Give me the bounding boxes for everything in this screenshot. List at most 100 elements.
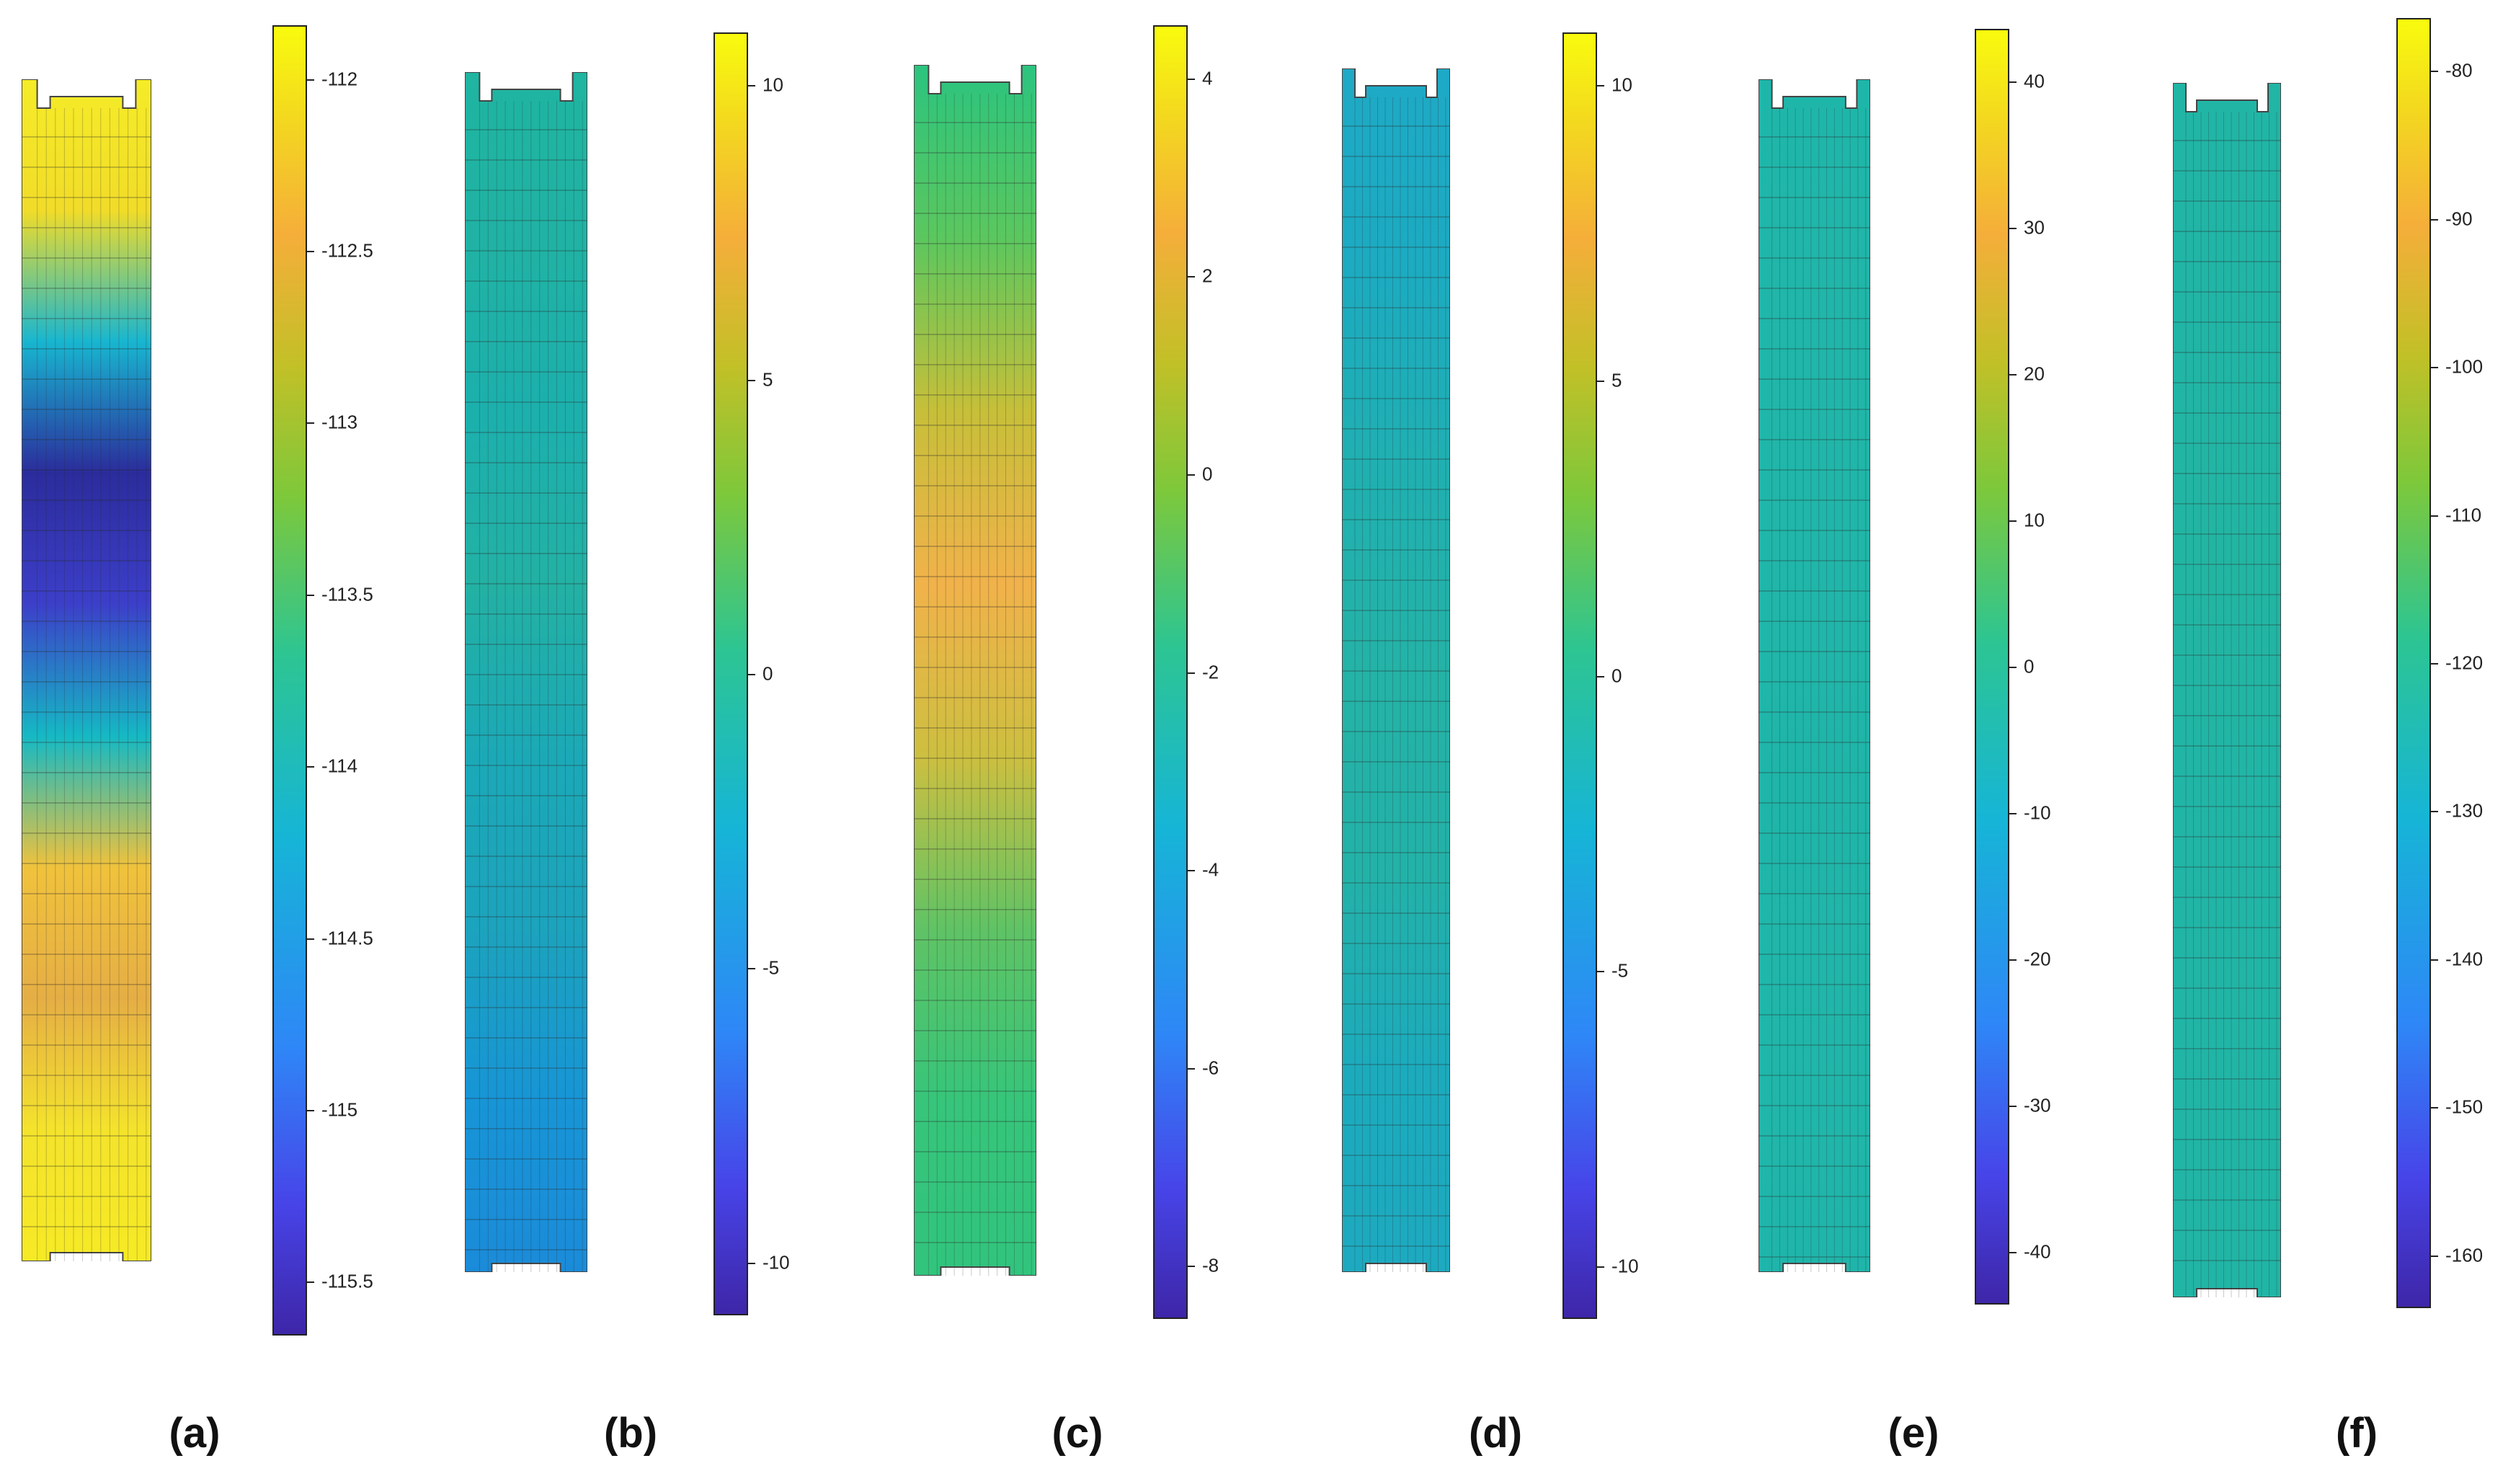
colorbar-tick: [1596, 380, 1604, 382]
colorbar-tick: [2008, 81, 2017, 83]
colorbar-tick-label: -100: [2445, 355, 2484, 378]
colorbar-tick-label: -112: [321, 68, 358, 90]
colorbar-tick: [306, 1110, 314, 1112]
colorbar-tick: [2429, 71, 2438, 73]
colorbar-tick: [747, 968, 755, 970]
colorbar-tick: [306, 766, 314, 768]
colorbar-tick: [2008, 667, 2017, 668]
colorbar-tick: [2429, 959, 2438, 961]
colorbar-tick: [1186, 276, 1195, 278]
colorbar-tick-label: -112.5: [321, 239, 373, 262]
colorbar-tick: [747, 85, 755, 87]
colorbar-tick: [2008, 373, 2017, 376]
colorbar-tick-label: 10: [763, 74, 783, 96]
colorbar-tick: [1186, 78, 1195, 80]
column-plot-f: [2173, 83, 2281, 1297]
colorbar-tick: [1186, 1067, 1195, 1070]
colorbar-tick-label: 10: [2024, 509, 2045, 531]
panel-label-e: (e): [1888, 1410, 1939, 1457]
panel-label-c: (c): [1052, 1410, 1103, 1457]
colorbar-tick-label: -113: [321, 411, 358, 433]
panel-label-b: (b): [603, 1410, 658, 1457]
colorbar-tick: [2429, 218, 2438, 221]
column-plot-e: [1759, 79, 1870, 1272]
colorbar-tick-label: -114: [321, 755, 358, 777]
colorbar-tick-label: -30: [2024, 1094, 2051, 1116]
panel-label-a: (a): [169, 1410, 221, 1457]
colorbar-tick: [1186, 1266, 1195, 1268]
colorbar-tick: [2008, 1252, 2017, 1254]
colorbar-tick-label: -113.5: [321, 583, 373, 605]
colorbar-tick: [2429, 811, 2438, 813]
colorbar-tick-label: 2: [1202, 265, 1213, 287]
colorbar-tick-label: 0: [2024, 655, 2035, 677]
colorbar-tick: [1596, 1266, 1604, 1268]
colorbar-tick-label: 5: [763, 368, 773, 391]
colorbar-tick-label: -5: [763, 956, 780, 979]
column-surface: [465, 72, 587, 1272]
colorbar-tick: [306, 79, 314, 81]
colorbar-tick-label: -120: [2445, 652, 2484, 674]
colorbar-tick-label: -10: [2024, 801, 2051, 824]
column-surface: [22, 79, 151, 1261]
column-plot-c: [914, 65, 1036, 1276]
colorbar-tick-label: -10: [763, 1251, 790, 1274]
colorbar-tick-label: 5: [1611, 369, 1622, 391]
colorbar-tick: [1596, 85, 1604, 87]
colorbar-tick: [747, 379, 755, 381]
colorbar-tick-label: -4: [1202, 858, 1219, 881]
colorbar-tick: [1596, 971, 1604, 973]
colorbar-tick-label: -90: [2445, 208, 2473, 230]
colorbar-tick: [306, 250, 314, 252]
colorbar-d: 10 5 0 -5 -10: [1562, 32, 1639, 1319]
column-surface: [1759, 79, 1870, 1272]
colorbar-tick-label: 0: [1611, 665, 1622, 686]
colorbar-tick: [2008, 520, 2017, 522]
colorbar-tick-label: -8: [1202, 1254, 1219, 1276]
colorbar-tick: [2008, 959, 2017, 961]
colorbar-tick-label: 20: [2024, 363, 2045, 385]
colorbar-tick: [1186, 870, 1195, 872]
column-plot-a: [22, 79, 151, 1261]
colorbar-tick-label: -2: [1202, 661, 1219, 683]
colorbar-tick-label: 4: [1202, 67, 1213, 89]
colorbar-tick: [1186, 672, 1195, 674]
colorbar-tick-label: -110: [2445, 504, 2482, 526]
colorbar-tick: [747, 1262, 755, 1264]
colorbar-tick: [1186, 474, 1195, 476]
column-surface: [914, 65, 1036, 1276]
colorbar-tick: [306, 1281, 314, 1284]
panel-label-d: (d): [1468, 1410, 1523, 1457]
colorbar-tick-label: 10: [1611, 74, 1632, 96]
colorbar-tick-label: -80: [2445, 59, 2473, 81]
column-surface: [1342, 68, 1450, 1272]
colorbar-tick-label: -114.5: [321, 927, 373, 949]
colorbar-tick-label: -20: [2024, 948, 2051, 970]
colorbar-tick: [2429, 515, 2438, 517]
column-plot-d: [1342, 68, 1450, 1272]
colorbar-a: -112 -112.5 -113 -113.5 -114 -114.5 -115 -115.5: [272, 25, 373, 1336]
colorbar-e: 40 30 20 10 0 -10 -20 -30 -40: [1975, 29, 2051, 1305]
colorbar-tick: [306, 938, 314, 940]
colorbar-b: 10 5 0 -5 -10: [713, 32, 790, 1315]
panel-label-f: (f): [2336, 1410, 2378, 1457]
colorbar-tick-label: -115.5: [321, 1270, 373, 1292]
colorbar-tick: [2008, 227, 2017, 229]
colorbar-tick: [2008, 1106, 2017, 1108]
colorbar-tick-label: 0: [1202, 463, 1213, 485]
colorbar-tick-label: 30: [2024, 216, 2045, 239]
colorbar-tick: [306, 422, 314, 425]
colorbar-tick-label: -115: [321, 1098, 358, 1121]
colorbar-tick: [2429, 1255, 2438, 1257]
column-surface: [2173, 83, 2281, 1297]
column-plot-b: [465, 72, 587, 1272]
colorbar-tick-label: -5: [1611, 959, 1629, 982]
colorbar-c: 4 2 0 -2 -4 -6 -8: [1153, 25, 1219, 1319]
colorbar-tick-label: 40: [2024, 70, 2045, 92]
colorbar-tick-label: -6: [1202, 1057, 1219, 1079]
colorbar-f: -80 -90 -100 -110 -120 -130 -140 -150 -160: [2396, 18, 2483, 1308]
colorbar-tick-label: -10: [1611, 1255, 1639, 1277]
colorbar-tick-label: -40: [2024, 1240, 2051, 1263]
colorbar-tick: [2008, 813, 2017, 815]
